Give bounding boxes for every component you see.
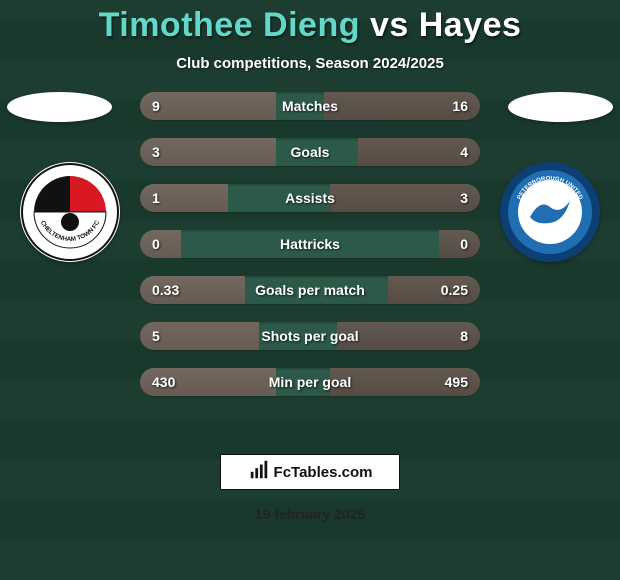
stat-value-right: 16 (452, 92, 468, 120)
stat-value-left: 0 (152, 230, 160, 258)
crest-shadow-left (7, 92, 112, 122)
stat-label: Shots per goal (140, 322, 480, 350)
stat-label: Assists (140, 184, 480, 212)
stat-label: Min per goal (140, 368, 480, 396)
title-vs-right: vs Hayes (360, 6, 521, 44)
bar-chart-icon (248, 459, 270, 485)
crest-left: CHELTENHAM TOWN FC (20, 162, 120, 262)
stat-value-left: 0.33 (152, 276, 179, 304)
crest-right: PETERBOROUGH UNITED (500, 162, 600, 262)
stat-row: Goals per match0.33 0.25 (140, 276, 480, 304)
stat-label: Matches (140, 92, 480, 120)
stat-value-left: 430 (152, 368, 175, 396)
crest-shadow-right (508, 92, 613, 122)
stat-row: Assists1 3 (140, 184, 480, 212)
comparison-card: Timothee Dieng vs Hayes Club competition… (0, 0, 620, 580)
brand-badge: FcTables.com (220, 454, 400, 490)
title-left-player: Timothee Dieng (99, 6, 360, 44)
stat-value-left: 1 (152, 184, 160, 212)
stat-value-right: 3 (460, 184, 468, 212)
page-title: Timothee Dieng vs Hayes (99, 6, 522, 45)
stat-rows: Matches916Goals34Assists13Hattricks00Goa… (140, 92, 480, 414)
stat-value-right: 495 (445, 368, 468, 396)
stat-value-right: 8 (460, 322, 468, 350)
date-text: 19 february 2025 (0, 506, 620, 522)
stat-row: Shots per goal5 8 (140, 322, 480, 350)
stat-value-left: 3 (152, 138, 160, 166)
subtitle: Club competitions, Season 2024/2025 (176, 55, 444, 72)
stat-row: Goals3 4 (140, 138, 480, 166)
stat-row: Min per goal430 495 (140, 368, 480, 396)
stat-label: Goals (140, 138, 480, 166)
stat-row: Hattricks0 0 (140, 230, 480, 258)
stat-label: Hattricks (140, 230, 480, 258)
stat-label: Goals per match (140, 276, 480, 304)
stat-value-right: 0 (460, 230, 468, 258)
brand-text: FcTables.com (274, 464, 373, 481)
stat-value-right: 0.25 (441, 276, 468, 304)
stat-value-left: 9 (152, 92, 160, 120)
stat-row: Matches9 16 (140, 92, 480, 120)
stat-value-left: 5 (152, 322, 160, 350)
stat-value-right: 4 (460, 138, 468, 166)
